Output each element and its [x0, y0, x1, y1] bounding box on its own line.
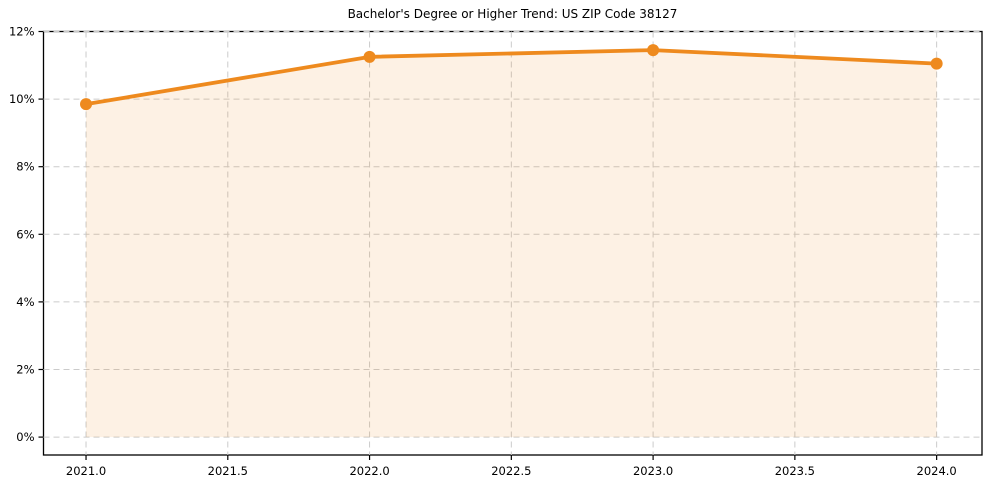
data-point-marker [930, 57, 943, 70]
x-tick-label: 2021.5 [208, 464, 248, 478]
x-tick-label: 2022.5 [491, 464, 531, 478]
axes-border [42, 30, 983, 456]
chart-title: Bachelor's Degree or Higher Trend: US ZI… [347, 7, 678, 21]
y-tick-label: 12% [9, 25, 35, 39]
y-tick-label: 2% [16, 362, 34, 376]
x-tick-label: 2023.0 [633, 464, 673, 478]
y-tick-label: 4% [16, 295, 34, 309]
data-point-marker [80, 98, 93, 111]
y-tick-label: 0% [16, 430, 34, 444]
area-fill [86, 50, 937, 438]
x-tick-label: 2024.0 [917, 464, 957, 478]
data-point-marker [363, 50, 376, 63]
y-tick-label: 6% [16, 227, 34, 241]
x-tick-label: 2023.5 [775, 464, 815, 478]
data-point-marker [647, 44, 660, 57]
x-tick-label: 2022.0 [349, 464, 389, 478]
y-tick-label: 10% [9, 92, 35, 106]
x-tick-label: 2021.0 [66, 464, 106, 478]
trend-line [84, 48, 939, 107]
y-tick-label: 8% [16, 160, 34, 174]
